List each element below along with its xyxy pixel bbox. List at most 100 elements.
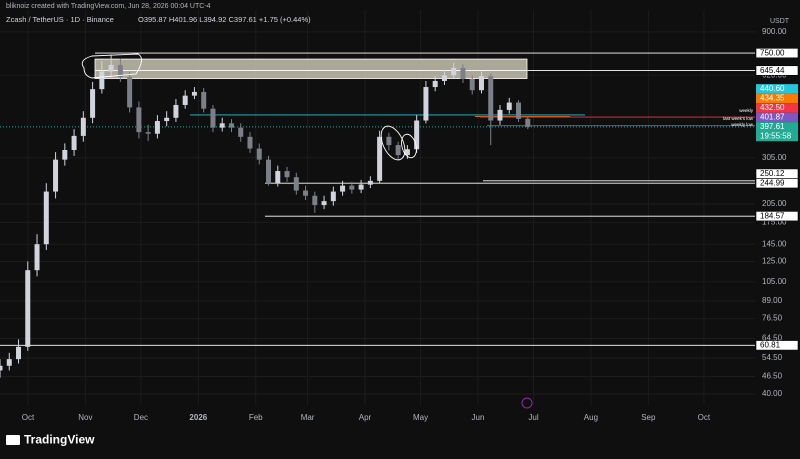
level-label-box	[755, 211, 799, 222]
candle-body	[506, 102, 512, 110]
y-tick-label: 46.50	[762, 372, 783, 381]
x-tick-label: Aug	[584, 413, 598, 422]
candle-body	[99, 71, 105, 90]
candle-body	[284, 171, 290, 178]
currency: USDT	[770, 18, 790, 25]
candle-body	[34, 244, 40, 271]
y-tick-label: 305.00	[762, 153, 787, 162]
y-tick-label: 40.00	[762, 389, 783, 398]
x-tick-label: Mar	[301, 413, 315, 422]
candle-body	[164, 117, 170, 122]
candle-body	[497, 109, 503, 121]
symbol: Zcash / TetherUS · 1D · Binance	[6, 15, 114, 24]
candle-body	[395, 145, 401, 156]
candle-body	[25, 270, 31, 347]
annotation: weekly	[739, 108, 754, 113]
level-label-box	[756, 122, 798, 142]
candle-body	[117, 64, 123, 78]
x-tick-label: Nov	[78, 413, 92, 422]
candle-body	[340, 185, 346, 192]
y-tick-label: 205.00	[762, 199, 787, 208]
candle-body	[201, 91, 207, 109]
x-tick-label: Dec	[134, 413, 148, 422]
candle-body	[154, 121, 160, 134]
candle-body	[0, 365, 3, 371]
candle-body	[136, 107, 142, 133]
candle-body	[191, 91, 197, 96]
drawings	[81, 53, 533, 409]
brand-logo: TradingView	[6, 433, 95, 447]
y-tick-label: 64.50	[762, 334, 783, 343]
supply-zone	[94, 58, 528, 79]
level-label: 440.60	[760, 84, 785, 93]
candle-body	[53, 159, 59, 192]
candle-body	[488, 76, 494, 121]
annotation: weekly low	[731, 122, 754, 127]
candle-body	[377, 136, 383, 181]
y-tick-label: 54.50	[762, 353, 783, 362]
candle-body	[228, 123, 234, 128]
x-axis: Oct Nov Dec 2026 Feb Mar Apr May Jun Jul Aug Sep Oct	[22, 413, 711, 422]
x-tick-label: Oct	[22, 413, 35, 422]
candle-body	[460, 67, 466, 80]
brand: TradingView	[24, 433, 95, 447]
candle-body	[16, 346, 22, 360]
level-label: 434.35	[760, 94, 785, 103]
candle-body	[108, 64, 114, 72]
candle-body	[432, 80, 438, 88]
y-tick-label: 89.00	[762, 296, 783, 305]
level-label: 401.87	[760, 113, 785, 122]
level-label: 397.61	[760, 122, 785, 131]
candle-body	[349, 185, 355, 190]
candle-body	[182, 95, 188, 105]
candle-body	[127, 77, 133, 108]
candle-body	[173, 104, 179, 118]
grid	[0, 10, 755, 405]
x-tick-label: Jul	[528, 413, 538, 422]
candle-body	[414, 120, 420, 150]
y-tick-label: 900.00	[762, 27, 787, 36]
level-label: 250.12	[760, 169, 785, 178]
candle-body	[219, 123, 225, 128]
x-tick-label: Sep	[641, 413, 656, 422]
candle-body	[404, 149, 410, 156]
candle-body	[525, 118, 531, 127]
y-tick-label: 105.00	[762, 277, 787, 286]
x-tick-label: Apr	[359, 413, 372, 422]
candle-body	[266, 159, 272, 184]
event-icon	[521, 397, 533, 409]
y-tick-label: 145.00	[762, 239, 787, 248]
candle-body	[210, 108, 216, 128]
candle-body	[330, 191, 336, 202]
candle-body	[293, 177, 299, 191]
candle-body	[247, 136, 253, 149]
candle-body	[43, 191, 49, 245]
x-tick-label: Feb	[249, 413, 263, 422]
level-labels: 750.00 645.44 440.60434.35432.50401.87397.…	[755, 48, 799, 351]
candle-body	[90, 89, 96, 118]
candle-body	[6, 359, 12, 366]
y-axis: 900.00620.00305.00205.00175.00145.00125.…	[762, 27, 787, 398]
candle-body	[275, 171, 281, 184]
candle-body	[238, 127, 244, 137]
level-label-box	[756, 103, 798, 113]
candle-body	[80, 117, 86, 136]
annotation: last week's low	[723, 116, 754, 121]
candle-body	[441, 75, 447, 81]
footer	[0, 428, 800, 454]
candle-body	[62, 149, 68, 160]
level-label: 750.00	[760, 48, 785, 57]
candle-body	[423, 87, 429, 121]
level-label: 432.50	[760, 103, 785, 112]
level-label-box	[756, 93, 798, 104]
hand-drawn-ellipse	[401, 133, 417, 159]
candle-body	[451, 67, 457, 76]
candle-body	[321, 201, 327, 206]
candle-body	[469, 79, 475, 91]
level-label-box	[756, 112, 798, 123]
candle-body	[256, 148, 262, 160]
x-tick-label: Jun	[472, 413, 485, 422]
